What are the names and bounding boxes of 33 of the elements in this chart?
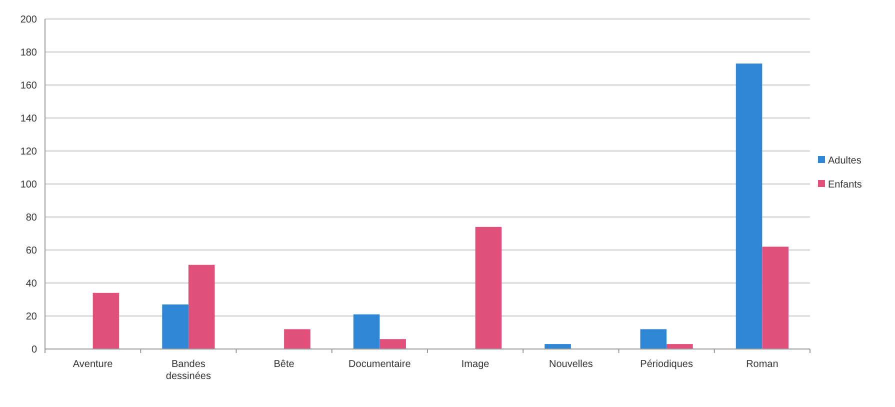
y-tick-label: 40 [26,278,38,290]
bar [380,339,406,349]
bar [736,64,762,349]
legend-label: Enfants [828,180,862,190]
bar [666,344,693,349]
bar [475,226,502,349]
y-tick-label: 20 [26,312,38,322]
y-tick-label: 0 [31,344,38,356]
legend-label: Adultes [828,156,862,166]
bar [640,329,667,349]
y-tick-label: 180 [20,48,38,58]
bar [353,314,380,349]
bar [544,344,571,349]
x-tick-label: Nouvelles [548,359,593,370]
x-tick-label: Bête [274,359,295,370]
bar [92,292,120,349]
y-tick-label: 120 [20,146,38,158]
x-tick-label: Aventure [72,359,114,370]
x-tick-label: Image [461,359,490,370]
y-tick-label: 80 [26,212,38,224]
x-tick-label: Roman [746,359,778,370]
y-tick-label: 200 [20,14,38,26]
y-tick-label: 160 [20,80,38,92]
bar [762,246,788,349]
y-tick-label: 100 [20,180,38,190]
bar [188,264,215,349]
y-tick-label: 140 [20,114,38,124]
x-tick-label: Documentaire [348,359,412,370]
bar [162,304,188,349]
bar [284,329,310,349]
x-tick-label: Bandes dessinées [166,359,211,382]
x-tick-label: Périodiques [640,359,693,370]
y-tick-label: 60 [26,246,38,256]
